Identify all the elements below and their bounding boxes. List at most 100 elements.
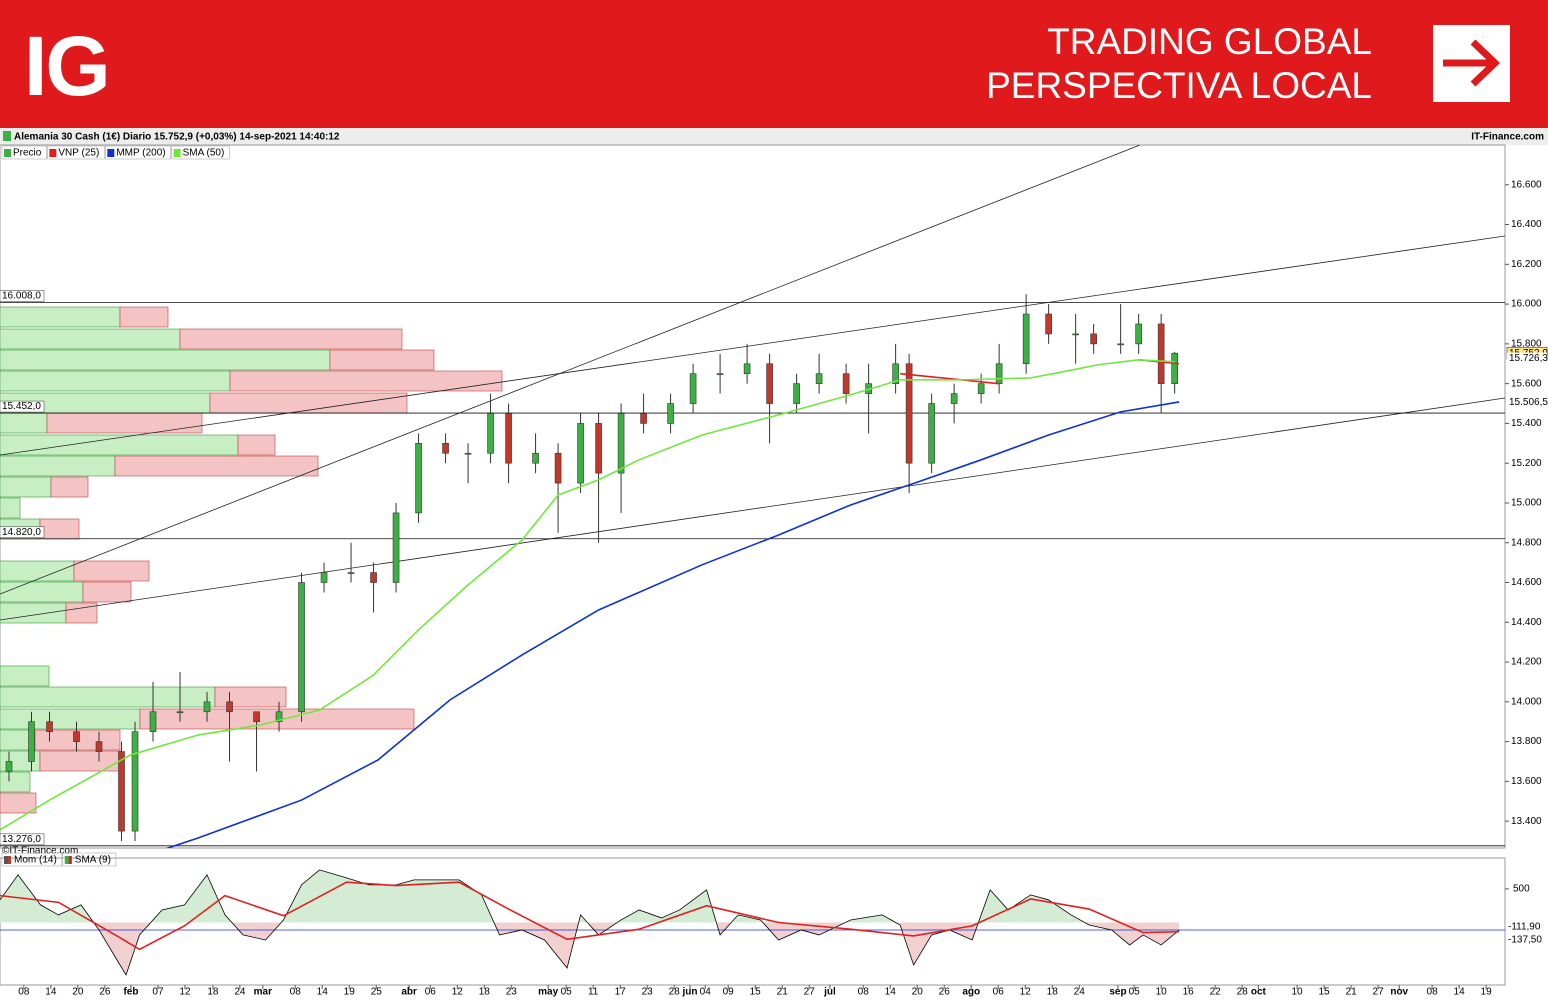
candle-body	[743, 363, 751, 374]
legend-swatch	[107, 149, 115, 157]
x-tick-label: 19	[344, 987, 356, 998]
y-tick-label: 16.000	[1511, 299, 1542, 310]
x-tick-label: 16	[1183, 987, 1195, 998]
legend-swatch	[68, 856, 72, 864]
indicator-line	[0, 869, 1180, 976]
x-tick-label: 04	[700, 987, 712, 998]
x-tick-label: 18	[1047, 987, 1059, 998]
legend-box	[1, 145, 47, 160]
x-tick-label: 21	[1346, 987, 1358, 998]
x-tick-label: 24	[234, 987, 246, 998]
candle-body	[995, 363, 1003, 384]
x-tick-label: may	[538, 987, 558, 998]
legend-label: MMP (200)	[116, 148, 165, 159]
x-tick-label: oct	[1251, 987, 1267, 998]
y-tick-label: 16.200	[1511, 259, 1542, 270]
profile-sell	[114, 455, 319, 477]
profile-buy	[0, 476, 52, 498]
profile-sell	[237, 434, 276, 456]
candle-body	[1157, 323, 1165, 384]
y-tick-label: 13.400	[1511, 816, 1542, 827]
profile-sell	[329, 349, 435, 371]
y-tick-label: 15.000	[1511, 498, 1542, 509]
candle-body	[1171, 352, 1178, 384]
x-tick-label: 20	[72, 987, 84, 998]
level-label: 14.820,0	[2, 527, 41, 538]
momentum-area	[0, 922, 1180, 975]
price-tag	[1507, 396, 1547, 409]
ma-line	[165, 401, 1180, 848]
y-tick-label: 500	[1513, 884, 1530, 895]
tagline-line: PERSPECTIVA LOCAL	[986, 65, 1372, 106]
last-value-label: -137,50	[1508, 934, 1542, 945]
x-tick-label: 14	[317, 987, 329, 998]
candle-body	[842, 373, 850, 394]
x-tick-label: 25	[371, 987, 383, 998]
candle-body	[617, 413, 625, 474]
legend-box	[1, 852, 63, 867]
tagline-line: TRADING GLOBAL	[1047, 21, 1372, 62]
info-bar	[0, 128, 1548, 145]
panel-frame	[0, 857, 1506, 986]
x-tick-label: 24	[1074, 987, 1086, 998]
profile-buy	[0, 412, 48, 434]
profile-buy	[0, 455, 116, 477]
legend-swatch	[64, 856, 72, 864]
legend-box	[47, 145, 105, 160]
arrow-icon	[1443, 39, 1501, 87]
legend-box	[171, 145, 230, 160]
profile-sell	[229, 370, 503, 392]
profile-buy	[0, 581, 84, 603]
level-label: 16.008,0	[2, 291, 41, 302]
x-tick-label: 18	[479, 987, 491, 998]
candle-body	[73, 731, 80, 742]
profile-buy	[0, 349, 331, 371]
x-tick-label: 23	[642, 987, 654, 998]
profile-buy	[0, 708, 141, 730]
momentum-area	[0, 869, 1180, 923]
candle-body	[1117, 343, 1124, 346]
candle-body	[766, 363, 773, 404]
x-tick-label: 12	[179, 987, 191, 998]
x-tick-label: 27	[1373, 987, 1385, 998]
logo: IG	[24, 19, 111, 113]
profile-buy	[0, 497, 21, 519]
candle-body	[226, 701, 233, 713]
x-tick-label: 11	[588, 987, 599, 998]
candle-body	[149, 711, 157, 732]
x-tick-label: abr	[401, 987, 417, 998]
profile-sell	[50, 476, 89, 498]
profile-sell	[39, 518, 80, 540]
candle-body	[577, 423, 584, 484]
x-tick-label: 15	[1319, 987, 1331, 998]
x-tick-label: 05	[561, 987, 573, 998]
x-tick-label: ago	[962, 987, 980, 998]
indicator-line	[0, 881, 1180, 951]
x-tick-label: jul	[823, 987, 836, 998]
x-tick-label: 06	[425, 987, 437, 998]
profile-sell	[39, 750, 122, 772]
arrow-button[interactable]	[1433, 25, 1510, 102]
candle-body	[442, 443, 449, 454]
profile-buy	[0, 560, 75, 582]
footer: ©IT-Finance.com	[2, 846, 78, 857]
candle-body	[203, 701, 211, 713]
candle-body	[415, 443, 422, 514]
y-tick-label: 14.800	[1511, 537, 1542, 548]
y-tick-label: 14.400	[1511, 617, 1542, 628]
profile-sell	[119, 306, 169, 328]
y-tick-label: 15.400	[1511, 418, 1542, 429]
x-tick-label: 27	[804, 987, 816, 998]
legend-swatch	[49, 149, 57, 157]
legend-label: Mom (14)	[14, 855, 57, 866]
y-tick-label: 14.200	[1511, 657, 1542, 668]
legend-label: SMA (9)	[75, 855, 111, 866]
x-tick-label: sep	[1109, 987, 1126, 998]
profile-buy	[0, 771, 31, 793]
candle-body	[275, 711, 283, 723]
main-plot	[0, 145, 1505, 848]
candle-body	[554, 452, 562, 484]
x-tick-label: 05	[1129, 987, 1141, 998]
x-tick-label: 19	[1481, 987, 1493, 998]
y-tick-label: 13.800	[1511, 736, 1542, 747]
